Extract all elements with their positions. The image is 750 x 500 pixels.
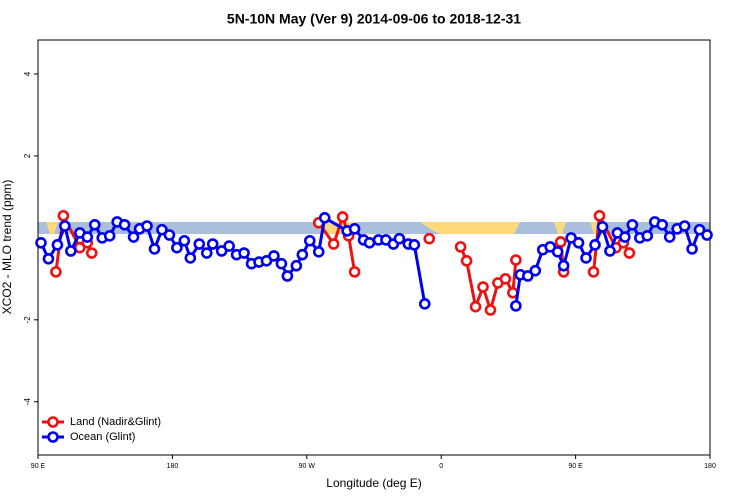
- x-axis-label: Longitude (deg E): [326, 476, 421, 490]
- point: [118, 218, 131, 231]
- point: [238, 247, 250, 259]
- point: [127, 231, 140, 243]
- point: [554, 236, 567, 248]
- legend-marker: [47, 431, 59, 443]
- point: [626, 218, 639, 231]
- point: [348, 223, 361, 235]
- point: [393, 232, 406, 245]
- point: [580, 252, 592, 264]
- point: [50, 266, 62, 278]
- point: [623, 247, 636, 259]
- point: [596, 221, 609, 233]
- point: [551, 246, 564, 258]
- point: [148, 243, 161, 255]
- x-tick-label: 180: [167, 463, 179, 470]
- point: [57, 209, 70, 222]
- y-tick-label: 2: [23, 153, 32, 158]
- point: [557, 259, 570, 272]
- point: [418, 298, 431, 310]
- point: [423, 232, 436, 245]
- point: [156, 223, 168, 236]
- x-tick-label: 0: [439, 463, 443, 470]
- point: [296, 248, 309, 261]
- point: [678, 220, 691, 232]
- point: [281, 270, 294, 282]
- point: [587, 266, 600, 278]
- point: [318, 211, 331, 224]
- point: [171, 241, 183, 254]
- point: [589, 239, 601, 251]
- point: [510, 254, 522, 266]
- point: [656, 218, 669, 231]
- y-tick-label: -4: [23, 398, 32, 406]
- x-tick-label: 90 E: [31, 463, 46, 470]
- surface-band: [38, 222, 710, 234]
- point: [336, 211, 349, 223]
- point: [454, 241, 467, 253]
- legend-label: Ocean (Glint): [70, 431, 135, 443]
- x-tick-label: 180: [704, 463, 716, 470]
- point: [206, 238, 219, 250]
- point: [510, 300, 522, 312]
- point: [484, 304, 497, 316]
- point: [460, 255, 473, 267]
- point: [327, 238, 340, 250]
- point: [363, 236, 376, 249]
- point: [641, 230, 654, 242]
- x-tick-label: 90 W: [299, 463, 316, 470]
- point: [184, 252, 197, 264]
- point: [701, 229, 713, 241]
- point: [193, 238, 206, 250]
- chart-title: 5N-10N May (Ver 9) 2014-09-06 to 2018-12…: [227, 11, 521, 27]
- point: [619, 231, 631, 243]
- point: [312, 246, 325, 258]
- ocean-band: [38, 222, 710, 234]
- point: [200, 247, 213, 259]
- point: [522, 270, 534, 282]
- land-patch: [46, 222, 58, 234]
- point: [103, 230, 116, 242]
- point: [693, 223, 706, 236]
- point: [88, 218, 101, 231]
- point: [223, 240, 235, 252]
- point: [85, 247, 98, 259]
- point: [477, 281, 489, 293]
- point: [529, 264, 542, 277]
- point: [469, 300, 482, 313]
- point: [42, 252, 55, 265]
- point: [35, 236, 47, 249]
- point: [408, 239, 421, 251]
- land-patch: [554, 222, 566, 234]
- point: [593, 209, 606, 222]
- x-tick-label: 90 E: [568, 463, 583, 470]
- point: [348, 266, 361, 278]
- point: [663, 231, 676, 243]
- point: [163, 229, 176, 241]
- point: [686, 243, 698, 255]
- point: [604, 245, 616, 257]
- y-tick-label: 4: [23, 71, 32, 76]
- legend-label: Land (Nadir&Glint): [70, 416, 161, 428]
- point: [59, 220, 71, 232]
- land-patch: [420, 222, 520, 234]
- point: [275, 257, 288, 270]
- point: [141, 220, 153, 232]
- point: [81, 231, 94, 243]
- point: [51, 239, 64, 251]
- point: [65, 245, 77, 257]
- point: [303, 234, 316, 247]
- point: [499, 273, 512, 285]
- point: [290, 259, 303, 272]
- y-tick-label: -2: [23, 316, 32, 324]
- point: [178, 234, 191, 247]
- legend-marker: [47, 416, 59, 428]
- point: [572, 236, 585, 249]
- point: [268, 250, 280, 262]
- y-axis-label: XCO2 - MLO trend (ppm): [0, 180, 14, 315]
